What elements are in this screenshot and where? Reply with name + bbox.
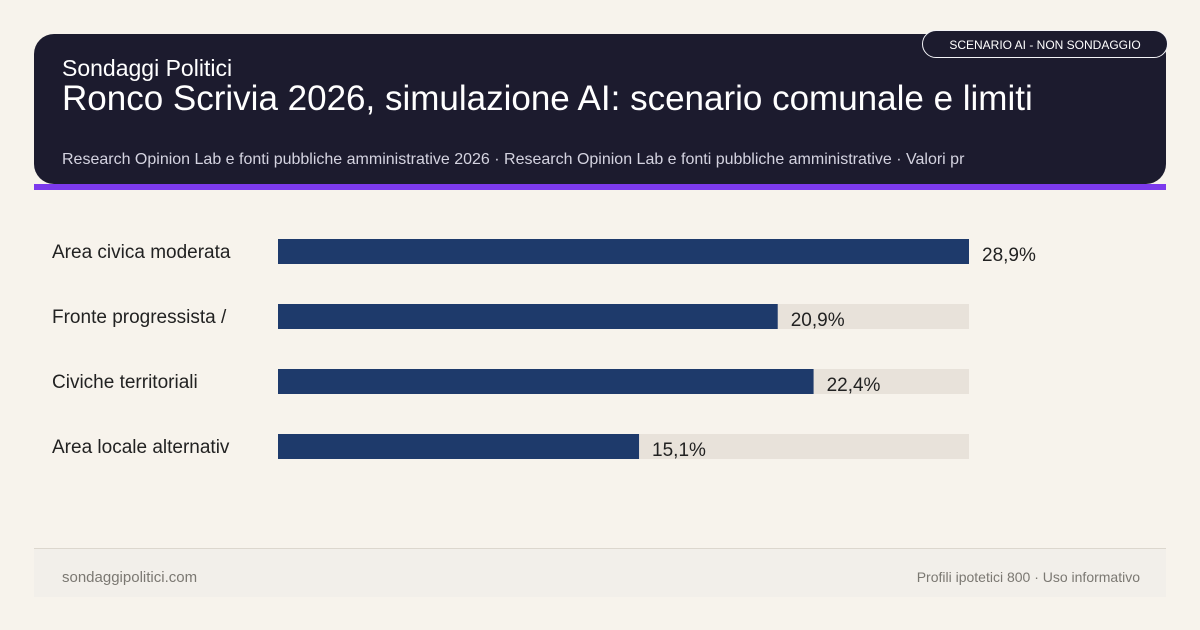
bar-2 [278, 369, 814, 394]
bar-3 [278, 434, 640, 459]
value-label: 22,4% [827, 375, 881, 396]
footer: sondaggipolitici.com Profili ipotetici 8… [34, 548, 1166, 597]
header-panel: Sondaggi Politici Ronco Scrivia 2026, si… [34, 34, 1166, 184]
bar-0 [278, 239, 969, 264]
category-label: Fronte progressista / [52, 307, 227, 328]
category-label: Area locale alternativ [52, 437, 230, 458]
value-label: 28,9% [982, 245, 1036, 266]
category-label: Civiche territoriali [52, 372, 198, 393]
scenario-badge: SCENARIO AI - NON SONDAGGIO [922, 30, 1168, 58]
value-label: 15,1% [652, 440, 706, 461]
brand-name: Sondaggi Politici [62, 55, 233, 81]
bar-1 [278, 304, 778, 329]
footer-site-link[interactable]: sondaggipolitici.com [62, 569, 198, 586]
bar-chart: Area civica moderata 28,9% Fronte progress… [52, 239, 1036, 461]
page-title: Ronco Scrivia 2026, simulazione AI: scen… [62, 79, 1033, 118]
footer-note: Profili ipotetici 800 · Uso informativo [916, 569, 1140, 585]
category-label: Area civica moderata [52, 242, 231, 263]
header-accent-bar [34, 184, 1166, 190]
source-subtitle: Research Opinion Lab e fonti pubbliche a… [62, 151, 965, 168]
value-label: 20,9% [791, 310, 845, 331]
